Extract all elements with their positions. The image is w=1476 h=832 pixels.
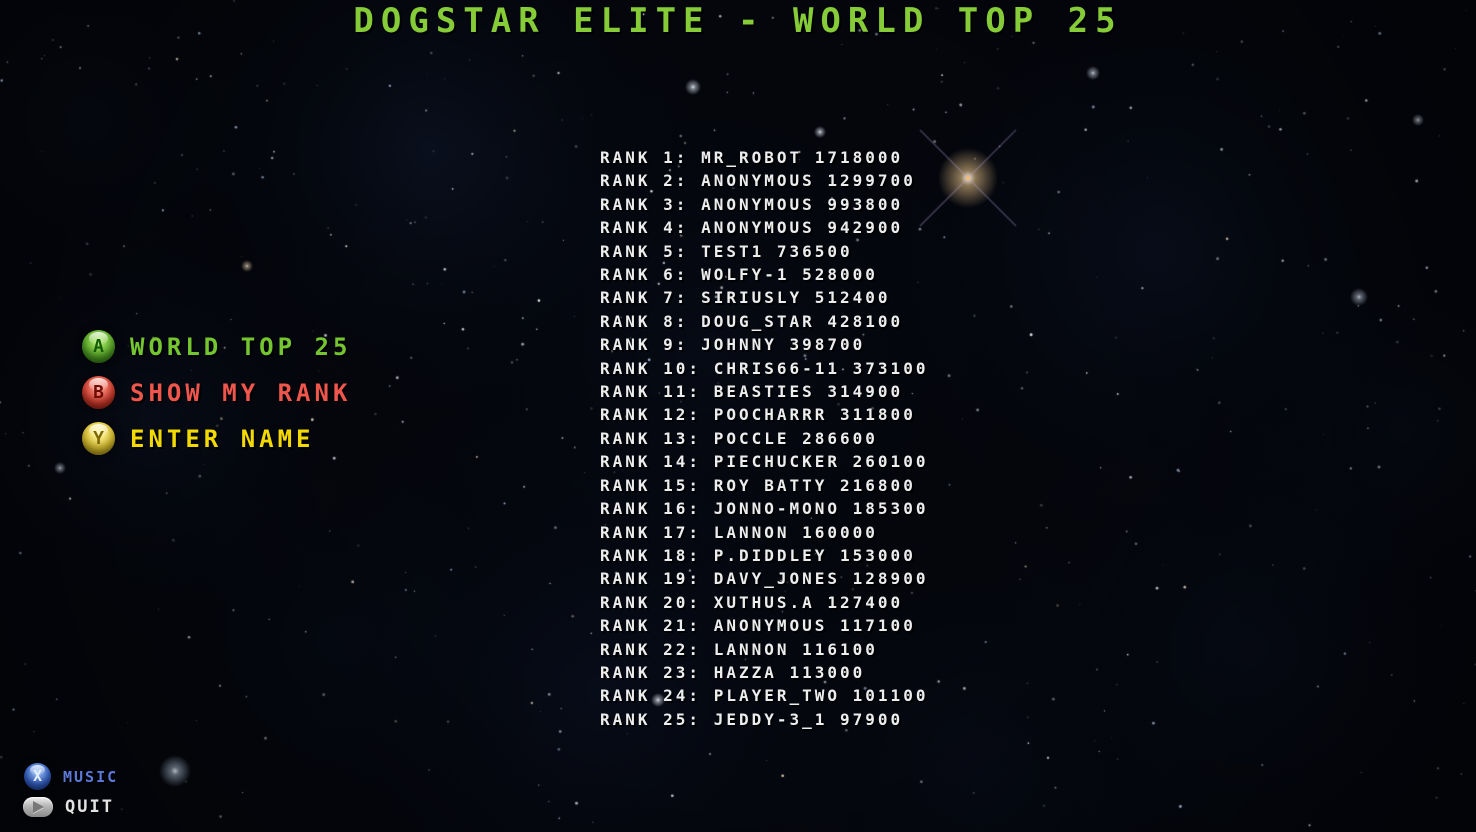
main-menu: A WORLD TOP 25 B SHOW MY RANK Y ENTER NAME [82, 330, 351, 455]
leaderboard-row: RANK 19: DAVY_JONES 128900 [600, 569, 929, 589]
menu-item-show-my-rank[interactable]: B SHOW MY RANK [82, 376, 351, 409]
y-button-icon: Y [82, 422, 115, 455]
leaderboard-row: RANK 5: TEST1 736500 [600, 241, 853, 261]
menu-item-label: WORLD TOP 25 [130, 332, 352, 361]
leaderboard-row: RANK 25: JEDDY-3_1 97900 [600, 709, 904, 729]
footer-item-label: MUSIC [63, 767, 119, 786]
leaderboard-row: RANK 1: MR_ROBOT 1718000 [600, 148, 904, 167]
footer-item-music[interactable]: X MUSIC [24, 763, 118, 790]
leaderboard-row: RANK 12: POOCHARRR 311800 [600, 405, 916, 425]
menu-item-world-top-25[interactable]: A WORLD TOP 25 [82, 330, 351, 363]
x-button-icon: X [24, 763, 51, 790]
leaderboard-row: RANK 13: POCCLE 286600 [600, 428, 878, 448]
leaderboard-row: RANK 17: LANNON 160000 [600, 522, 878, 542]
page-title: DOGSTAR ELITE - WORLD TOP 25 [353, 1, 1123, 41]
leaderboard-row: RANK 23: HAZZA 113000 [600, 662, 866, 682]
leaderboard: RANK 1: MR_ROBOT 1718000 RANK 2: ANONYMOU… [600, 146, 928, 731]
leaderboard-row: RANK 15: ROY BATTY 216800 [600, 475, 916, 495]
leaderboard-row: RANK 20: XUTHUS.A 127400 [600, 592, 904, 612]
play-arrow-icon [32, 801, 44, 813]
leaderboard-row: RANK 21: ANONYMOUS 117100 [600, 616, 916, 636]
leaderboard-row: RANK 3: ANONYMOUS 993800 [600, 194, 904, 214]
leaderboard-row: RANK 14: PIECHUCKER 260100 [600, 452, 929, 472]
menu-item-enter-name[interactable]: Y ENTER NAME [82, 422, 351, 455]
leaderboard-row: RANK 6: WOLFY-1 528000 [600, 265, 878, 285]
b-button-icon: B [82, 376, 115, 409]
leaderboard-row: RANK 9: JOHNNY 398700 [600, 335, 866, 355]
leaderboard-row: RANK 16: JONNO-MONO 185300 [600, 499, 929, 519]
footer-item-label: QUIT [65, 797, 114, 817]
menu-item-label: SHOW MY RANK [130, 378, 352, 407]
leaderboard-row: RANK 11: BEASTIES 314900 [600, 382, 904, 402]
leaderboard-row: RANK 7: SIRIUSLY 512400 [600, 288, 891, 308]
leaderboard-row: RANK 4: ANONYMOUS 942900 [600, 218, 904, 238]
leaderboard-row: RANK 22: LANNON 116100 [600, 639, 878, 659]
a-button-icon: A [82, 330, 115, 363]
footer-item-quit[interactable]: QUIT [23, 797, 118, 817]
menu-item-label: ENTER NAME [130, 424, 315, 453]
leaderboard-row: RANK 2: ANONYMOUS 1299700 [600, 171, 916, 191]
footer-menu: X MUSIC QUIT [23, 763, 118, 817]
leaderboard-row: RANK 24: PLAYER_TWO 101100 [600, 686, 929, 706]
leaderboard-row: RANK 18: P.DIDDLEY 153000 [600, 545, 916, 565]
leaderboard-row: RANK 8: DOUG_STAR 428100 [600, 311, 904, 331]
start-button-icon [23, 797, 53, 817]
leaderboard-row: RANK 10: CHRIS66-11 373100 [600, 358, 929, 378]
